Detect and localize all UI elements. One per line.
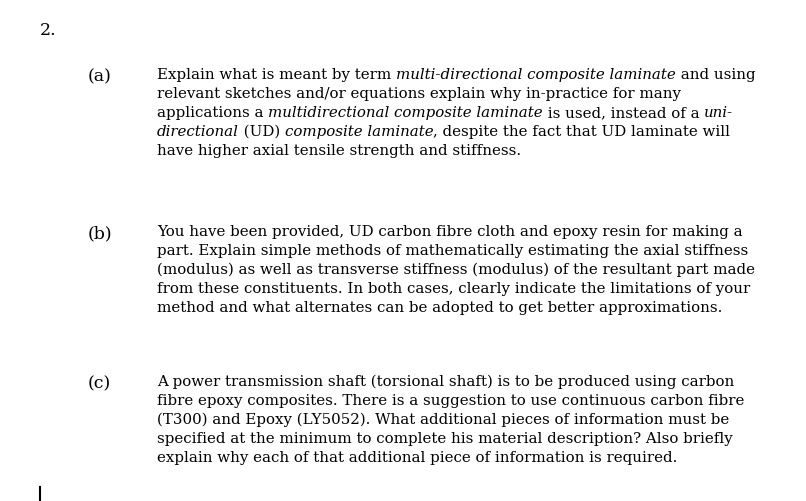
- Text: have higher axial tensile strength and stiffness.: have higher axial tensile strength and s…: [157, 144, 521, 158]
- Text: (T300) and Epoxy (LY5052). What additional pieces of information must be: (T300) and Epoxy (LY5052). What addition…: [157, 412, 729, 426]
- Text: from these constituents. In both cases, clearly indicate the limitations of your: from these constituents. In both cases, …: [157, 282, 750, 296]
- Text: composite laminate: composite laminate: [285, 125, 434, 139]
- Text: multidirectional composite laminate: multidirectional composite laminate: [268, 106, 543, 120]
- Text: specified at the minimum to complete his material description? Also briefly: specified at the minimum to complete his…: [157, 431, 733, 445]
- Text: is used, instead of a: is used, instead of a: [543, 106, 704, 120]
- Text: explain why each of that additional piece of information is required.: explain why each of that additional piec…: [157, 450, 677, 464]
- Text: and using: and using: [675, 68, 755, 82]
- Text: , despite the fact that UD laminate will: , despite the fact that UD laminate will: [434, 125, 730, 139]
- Text: applications a: applications a: [157, 106, 268, 120]
- Text: fibre epoxy composites. There is a suggestion to use continuous carbon fibre: fibre epoxy composites. There is a sugge…: [157, 393, 745, 407]
- Text: A power transmission shaft (torsional shaft) is to be produced using carbon: A power transmission shaft (torsional sh…: [157, 374, 734, 389]
- Text: (c): (c): [88, 374, 111, 391]
- Text: (UD): (UD): [239, 125, 285, 139]
- Text: You have been provided, UD carbon fibre cloth and epoxy resin for making a: You have been provided, UD carbon fibre …: [157, 224, 742, 238]
- Text: multi-directional composite laminate: multi-directional composite laminate: [396, 68, 675, 82]
- Text: directional: directional: [157, 125, 239, 139]
- Text: (a): (a): [88, 68, 112, 85]
- Text: part. Explain simple methods of mathematically estimating the axial stiffness: part. Explain simple methods of mathemat…: [157, 243, 748, 258]
- Text: uni-: uni-: [704, 106, 733, 120]
- Text: Explain what is meant by term: Explain what is meant by term: [157, 68, 396, 82]
- Text: relevant sketches and/or equations explain why in-practice for many: relevant sketches and/or equations expla…: [157, 87, 681, 101]
- Text: (modulus) as well as transverse stiffness (modulus) of the resultant part made: (modulus) as well as transverse stiffnes…: [157, 263, 755, 277]
- Text: method and what alternates can be adopted to get better approximations.: method and what alternates can be adopte…: [157, 301, 722, 314]
- Text: 2.: 2.: [40, 22, 56, 39]
- Text: (b): (b): [88, 224, 113, 241]
